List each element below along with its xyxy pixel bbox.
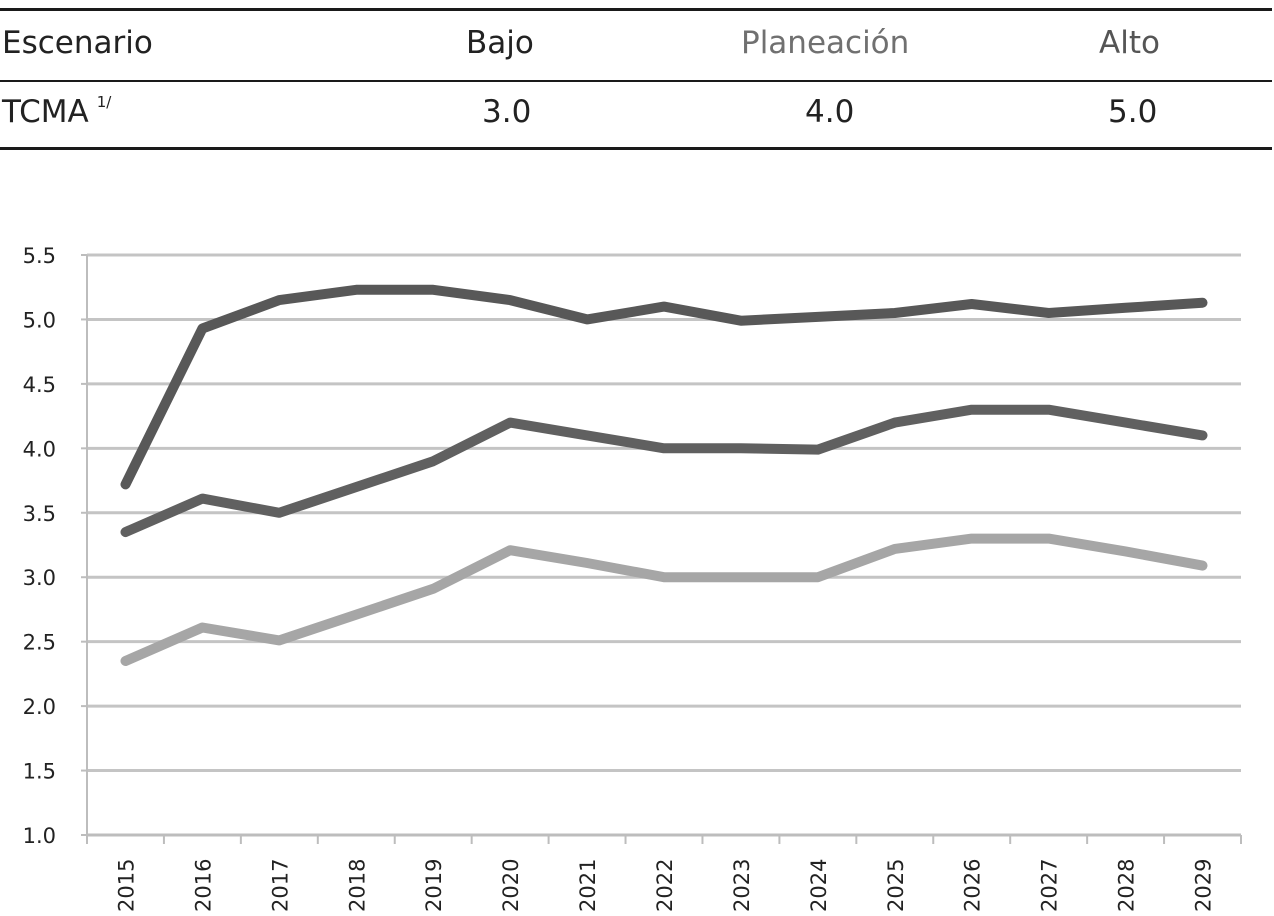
y-tick-label: 5.0: [23, 308, 56, 332]
series-line-1: [120, 284, 1208, 490]
table-value-alto: 5.0: [1108, 94, 1158, 130]
y-tick-label: 5.5: [23, 244, 56, 268]
x-tick-label: 2018: [345, 859, 369, 912]
series-line-3: [120, 533, 1208, 666]
y-tick-label: 4.0: [23, 437, 56, 461]
x-tick-label: 2021: [576, 859, 600, 912]
y-tick-label: 2.5: [23, 631, 56, 655]
chart-series: [120, 284, 1208, 666]
x-tick-label: 2024: [807, 859, 831, 912]
table-header-planeacion: Planeación: [741, 25, 910, 61]
tcma-label: TCMA: [2, 94, 89, 130]
y-tick-label: 1.0: [23, 824, 56, 848]
y-tick-label: 3.5: [23, 502, 56, 526]
table-row-label: TCMA 1/: [2, 94, 111, 130]
x-tick-label: 2016: [191, 859, 215, 912]
table-header-bajo: Bajo: [466, 25, 534, 61]
x-tick-label: 2015: [114, 859, 138, 912]
x-tick-label: 2027: [1038, 859, 1062, 912]
table-header-rule: [0, 80, 1272, 82]
x-tick-label: 2025: [884, 859, 908, 912]
x-tick-label: 2020: [499, 859, 523, 912]
y-axis-tick-labels: 1.0 1.5 2.0 2.5 3.0 3.5 4.0 4.5 5.0 5.5: [23, 244, 56, 848]
table-top-rule: [0, 8, 1272, 11]
y-tick-label: 1.5: [23, 760, 56, 784]
table-value-planeacion: 4.0: [805, 94, 855, 130]
x-tick-label: 2022: [653, 859, 677, 912]
x-tick-label: 2019: [422, 859, 446, 912]
y-tick-label: 4.5: [23, 373, 56, 397]
table-header-label: Escenario: [2, 25, 153, 61]
x-tick-label: 2028: [1115, 859, 1139, 912]
x-axis-tick-labels: 2015 2016 2017 2018 2019 2020 2021 2022 2023 2024…: [114, 859, 1215, 912]
x-tick-label: 2026: [961, 859, 985, 912]
y-tick-label: 3.0: [23, 566, 56, 590]
x-tick-label: 2017: [268, 859, 292, 912]
table-header-alto: Alto: [1099, 25, 1160, 61]
footnote-marker: 1/: [96, 93, 112, 111]
x-tick-label: 2023: [730, 859, 754, 912]
table-value-bajo: 3.0: [482, 94, 532, 130]
table-bottom-rule: [0, 147, 1272, 150]
x-tick-label: 2029: [1192, 859, 1216, 912]
series-line-2: [120, 404, 1208, 538]
chart-axes: [81, 254, 1242, 844]
y-tick-label: 2.0: [23, 695, 56, 719]
